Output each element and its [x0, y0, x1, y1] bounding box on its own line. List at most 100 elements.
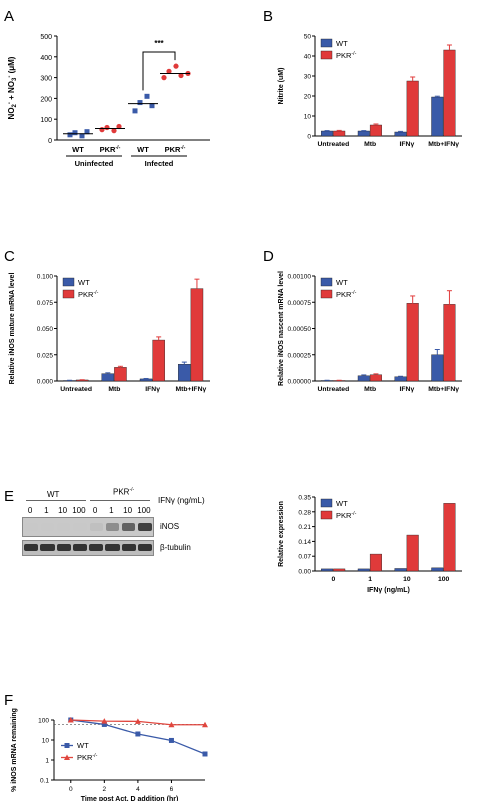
b-y-tick-label: 40 — [304, 54, 312, 61]
d-y-tick-label: 0.00050 — [288, 326, 312, 333]
f-x-tick-label: 0 — [69, 786, 73, 793]
d-bar-pkr — [369, 374, 382, 382]
f-y-axis-label: % iNOS mRNA remaining — [11, 708, 18, 792]
blot-tubulin-band — [121, 544, 136, 551]
blot-tubulin-strip — [22, 540, 154, 556]
d-bar-wt — [431, 354, 444, 382]
blot-dose-label-1: 1 — [44, 506, 49, 515]
blot-pkr-bracket — [90, 500, 150, 501]
a-pkr-point — [161, 75, 167, 81]
d-bar-wt — [357, 375, 370, 382]
b-x-tick-label: Mtb — [364, 141, 376, 148]
c-bar-wt — [178, 364, 191, 382]
b-bar-pkr — [443, 49, 456, 137]
d-x-tick-label: Mtb — [364, 386, 376, 393]
e-legend-swatch — [320, 498, 333, 508]
blot-band-inos: iNOS — [160, 522, 180, 531]
c-bar-pkr — [190, 288, 204, 382]
a-wt-point — [144, 93, 150, 99]
b-bar-pkr — [333, 130, 346, 137]
e-y-tick-label: 0.35 — [298, 495, 311, 502]
b-bar-pkr — [369, 124, 382, 137]
c-x-tick-label: Untreated — [60, 386, 92, 393]
e-legend-label: WT — [336, 499, 348, 508]
e-y-tick-label: 0.00 — [298, 569, 311, 576]
e-bar-wt — [357, 568, 370, 572]
c-x-tick-label: Mtb+IFNγ — [175, 386, 206, 393]
f-point-wt — [135, 731, 141, 737]
f-point-pkr — [67, 717, 74, 723]
f-legend-label: WT — [77, 741, 89, 750]
e-bar-pkr — [333, 568, 346, 572]
blot-band-tubulin: β-tubulin — [160, 543, 191, 552]
c-y-tick-label: 0.075 — [37, 300, 54, 307]
blot-tubulin-band — [137, 544, 152, 551]
f-point-pkr — [134, 718, 141, 724]
c-y-tick-label: 0.025 — [37, 352, 54, 359]
d-legend-swatch — [320, 289, 333, 299]
f-legend-marker — [64, 743, 70, 748]
a-y-tick-label: 400 — [40, 55, 52, 62]
b-y-axis-label: Nitrite (uM) — [278, 68, 285, 105]
c-bar-wt — [139, 378, 153, 382]
f-legend-label: PKR-/- — [77, 753, 98, 762]
f-x-tick-label: 2 — [103, 786, 107, 793]
a-y-tick-label: 300 — [40, 76, 52, 83]
b-bar-wt — [394, 131, 407, 137]
a-y-tick-label: 100 — [40, 117, 52, 124]
blot-dose-label-7: 100 — [137, 506, 151, 515]
c-legend-label: PKR-/- — [78, 290, 99, 299]
f-x-tick-label: 6 — [170, 786, 174, 793]
f-point-pkr — [101, 718, 108, 724]
e-y-tick-label: 0.14 — [298, 539, 311, 546]
blot-pkr-text: PKR — [113, 487, 130, 497]
a-y-axis-label: NO2- + NO3- (μM) — [7, 56, 18, 119]
d-x-tick-label: Mtb+IFNγ — [428, 386, 459, 393]
d-legend-label: PKR-/- — [336, 290, 357, 299]
blot-dose-label-3: 100 — [72, 506, 86, 515]
b-y-tick-label: 0 — [307, 134, 311, 141]
d-bar-pkr — [406, 303, 419, 382]
blot-inos-band — [89, 523, 103, 531]
c-x-tick-label: IFNγ — [145, 386, 160, 393]
blot-pkr-sup: -/- — [129, 487, 135, 493]
a-y-tick-label: 500 — [40, 34, 52, 41]
a-pkr-point — [166, 68, 172, 74]
a-x-tick-label: WT — [72, 145, 84, 154]
e-x-tick-label: 0 — [331, 576, 335, 583]
a-wt-point — [72, 130, 78, 136]
panel-letter-e: E — [4, 488, 15, 505]
b-legend-swatch — [320, 50, 333, 60]
b-bar-pkr — [406, 80, 419, 137]
a-x-tick-label: WT — [137, 145, 149, 154]
blot-inos-band — [138, 523, 152, 531]
f-y-tick-label: 1 — [45, 758, 49, 765]
d-y-tick-label: 0.00075 — [288, 300, 312, 307]
d-bar-pkr — [443, 304, 456, 382]
blot-dose-label-5: 1 — [109, 506, 114, 515]
f-point-pkr — [168, 721, 175, 728]
blot-inos-strip — [22, 517, 154, 537]
blot-dose-label-4: 0 — [92, 506, 98, 515]
e-bar-pkr — [443, 503, 456, 572]
d-legend-swatch — [320, 277, 333, 287]
b-legend-label: WT — [336, 39, 348, 48]
d-y-tick-label: 0.00025 — [288, 352, 312, 359]
f-x-tick-label: 4 — [136, 786, 140, 793]
b-bar-wt — [431, 96, 444, 137]
c-bar-pkr — [152, 339, 165, 382]
panel-letter-a: A — [4, 8, 15, 25]
e-bar-wt — [321, 568, 334, 572]
a-pkr-point — [111, 128, 117, 134]
blot-tubulin-band — [105, 544, 120, 551]
a-significance-bracket — [142, 51, 176, 91]
c-y-axis-label: Relative iNOS mature mRNA level — [9, 273, 16, 385]
b-x-tick-label: Mtb+IFNγ — [428, 141, 459, 148]
panel-letter-c: C — [4, 248, 15, 265]
panel-letter-b: B — [263, 8, 274, 25]
b-x-tick-label: IFNγ — [400, 141, 415, 148]
d-y-tick-label: 0.00100 — [288, 274, 312, 281]
blot-tubulin-band — [40, 544, 55, 551]
b-y-tick-label: 30 — [304, 74, 312, 81]
d-bar-wt — [394, 376, 407, 382]
